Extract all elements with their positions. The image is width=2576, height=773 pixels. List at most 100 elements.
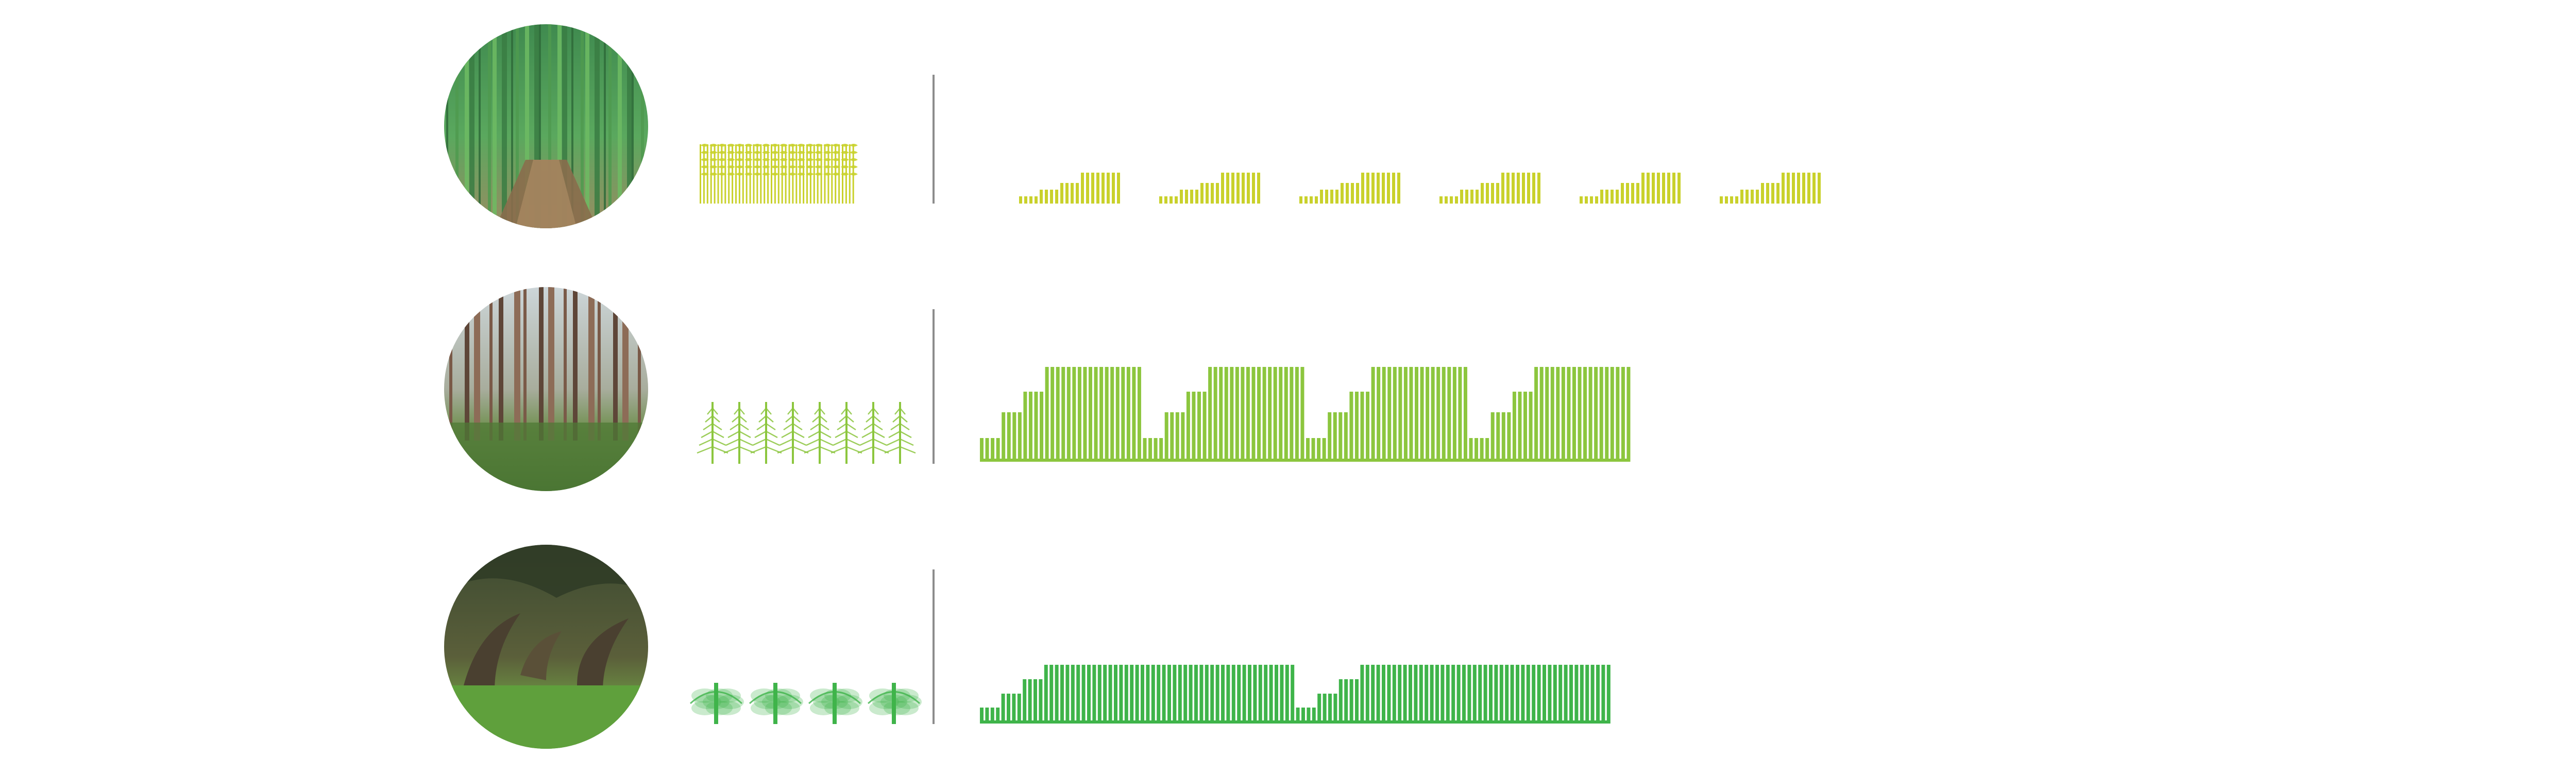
growth-bar [1616,367,1620,459]
bamboo-stalk [595,24,600,228]
growth-bar [1456,665,1461,720]
growth-bar [1235,367,1239,459]
growth-bar [1601,665,1605,720]
growth-bar [1387,173,1390,204]
growth-bar [1435,665,1439,720]
growth-bar [1050,367,1055,459]
bamboo-leaf [701,158,709,161]
growth-bar [1537,665,1541,720]
growth-bar [1387,367,1392,459]
growth-bar [1264,665,1268,720]
growth-bar [1354,392,1359,459]
growth-bar [1252,173,1255,204]
bamboo-leaf [841,173,849,176]
growth-bar [1548,665,1552,720]
growth-bar [1652,173,1655,204]
growth-bar [1089,367,1092,459]
growth-bar [1414,665,1418,720]
row-oak [444,545,1611,749]
growth-bar [1317,438,1321,459]
pine-trunk [622,287,629,441]
bamboo-cluster-icon [700,144,858,204]
bamboo-leaf [806,158,814,161]
bamboo-leaf [744,144,753,147]
growth-bar [1606,665,1611,720]
growth-bar [1355,679,1359,720]
growth-bar [1662,173,1665,204]
bamboo-stalks [446,24,644,228]
bamboo-leaf [850,173,858,176]
growth-bar [1071,183,1074,204]
bamboo-leaf [709,173,718,176]
growth-bar [1397,173,1400,204]
bamboo-leaf [762,173,770,176]
growth-bar [1472,665,1477,720]
pine-trunk [638,287,641,441]
growth-bar [1489,665,1493,720]
growth-bar [1033,679,1037,720]
growth-bar [1065,665,1070,720]
growth-bar [1221,173,1224,204]
growth-bar [1291,665,1295,720]
growth-bar [1055,190,1058,204]
pine-tree-icon [750,402,782,464]
pine-trunk [564,287,567,441]
growth-bar [1382,367,1386,459]
bamboo-leaf [762,158,770,161]
growth-bar [1097,665,1101,720]
bamboo-leaf [832,173,840,176]
growth-bar [1420,367,1424,459]
growth-bar [1242,173,1245,204]
growth-bar [1382,665,1385,720]
growth-bar [1215,665,1219,720]
growth-bar [1594,367,1598,459]
growth-bar [1470,190,1473,204]
bamboo-leaf [788,144,796,147]
bamboo-leaf [815,173,823,176]
growth-bar [1226,173,1229,204]
growth-bar [1621,183,1624,204]
growth-bar [1192,392,1196,459]
growth-bar [1787,173,1790,204]
growth-bar [1045,367,1049,459]
growth-bar [1185,190,1188,204]
growth-bar [1295,367,1299,459]
growth-bar [1505,665,1509,720]
growth-bar [1119,665,1123,720]
growth-bar [1081,173,1084,204]
growth-bar [1467,665,1471,720]
growth-bar [1117,173,1120,204]
growth-bar [1154,438,1158,459]
growth-bar [1311,438,1315,459]
bamboo-leaf [841,144,849,147]
growth-bar [1279,367,1283,459]
growth-bar [1377,367,1381,459]
growth-bar [1521,665,1525,720]
bamboo-leaf [718,144,726,147]
growth-bar [1641,173,1645,204]
bamboo-leaf [797,144,805,147]
growth-bar [1657,173,1660,204]
bamboo-culm [849,144,851,204]
growth-bar [1647,173,1650,204]
bamboo-leaf [788,173,796,176]
pine-tree-icon [723,402,755,464]
growth-bar [1496,412,1500,459]
bamboo-leaf [832,144,840,147]
growth-bar [1807,173,1810,204]
pine-trunk [474,287,480,441]
oak-tree-icon [808,683,862,724]
growth-bar [1028,392,1032,459]
growth-bar [1076,183,1079,204]
growth-bar [1045,190,1048,204]
growth-bar [980,708,984,720]
growth-bar [1077,367,1081,459]
growth-bar [1325,190,1328,204]
bamboo-leaf [718,165,726,169]
pine-trunk [489,287,493,441]
bamboo-stalk [516,24,519,228]
growth-bar [1415,367,1418,459]
growth-bar [1483,665,1487,720]
growth-bar [1304,196,1308,204]
growth-bar [1740,190,1743,204]
